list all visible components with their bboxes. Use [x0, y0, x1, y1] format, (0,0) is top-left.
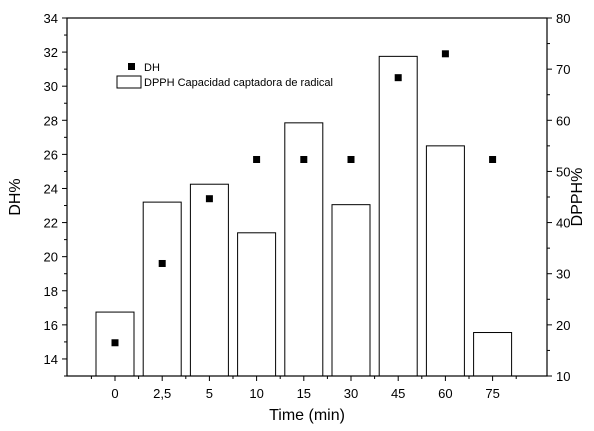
x-tick-label: 45	[391, 386, 405, 401]
dh-point	[158, 259, 166, 267]
left-y-tick-label: 20	[44, 250, 58, 265]
x-tick-label: 15	[297, 386, 311, 401]
legend-dpph-swatch	[116, 75, 142, 89]
dpph-bar	[331, 204, 371, 377]
dh-point	[441, 50, 449, 58]
left-y-tick-label: 24	[44, 181, 58, 196]
right-y-tick-label: 20	[556, 318, 570, 333]
dpph-bar	[237, 232, 277, 377]
legend: DH DPPH Capacidad captadora de radical	[116, 62, 333, 89]
x-tick-label: 10	[249, 386, 263, 401]
dh-point	[394, 74, 402, 82]
right-y-tick-label: 40	[556, 216, 570, 231]
x-tick-label: 0	[111, 386, 118, 401]
dh-point	[300, 155, 308, 163]
left-y-tick-label: 22	[44, 216, 58, 231]
dpph-bar	[425, 145, 465, 377]
right-y-tick-label: 10	[556, 369, 570, 384]
x-tick-label: 5	[206, 386, 213, 401]
legend-dh-marker	[128, 63, 135, 70]
bar-series	[95, 55, 513, 377]
x-tick-label: 75	[485, 386, 499, 401]
dh-point	[111, 339, 119, 347]
x-tick-label: 60	[438, 386, 452, 401]
right-y-axis-title: DPPH%	[569, 168, 586, 227]
right-y-axis: 10 20 30 40 50 60 70 80	[547, 11, 570, 384]
right-y-tick-label: 80	[556, 11, 570, 26]
left-y-tick-label: 32	[44, 45, 58, 60]
right-y-tick-label: 70	[556, 62, 570, 77]
dh-point	[253, 155, 261, 163]
left-y-tick-label: 34	[44, 11, 58, 26]
dh-point	[347, 155, 355, 163]
x-axis: 0 2,5 5 10 15 30 45 60 75	[90, 376, 517, 401]
dpph-bar	[142, 201, 182, 377]
right-y-tick-label: 30	[556, 267, 570, 282]
scatter-series	[111, 50, 497, 347]
dpph-bar	[473, 332, 513, 377]
legend-dh-label: DH	[144, 62, 160, 74]
x-tick-label: 2,5	[153, 386, 171, 401]
dh-point	[489, 155, 497, 163]
right-y-tick-label: 60	[556, 113, 570, 128]
x-axis-title: Time (min)	[269, 407, 345, 424]
right-y-tick-label: 50	[556, 164, 570, 179]
left-y-tick-label: 16	[44, 318, 58, 333]
dpph-bar	[378, 55, 418, 377]
left-y-tick-label: 28	[44, 113, 58, 128]
left-y-axis: 14 16 18 20 22 24 26 28 30 32 34	[44, 11, 67, 377]
legend-dpph-label: DPPH Capacidad captadora de radical	[144, 77, 333, 89]
dpph-bar	[189, 183, 229, 377]
left-y-tick-label: 14	[44, 352, 58, 367]
left-y-tick-label: 30	[44, 79, 58, 94]
left-y-tick-label: 26	[44, 147, 58, 162]
dpph-bar	[284, 122, 324, 377]
left-y-axis-title: DH%	[7, 178, 24, 215]
left-y-tick-label: 18	[44, 284, 58, 299]
x-tick-label: 30	[344, 386, 358, 401]
dh-point	[205, 195, 213, 203]
